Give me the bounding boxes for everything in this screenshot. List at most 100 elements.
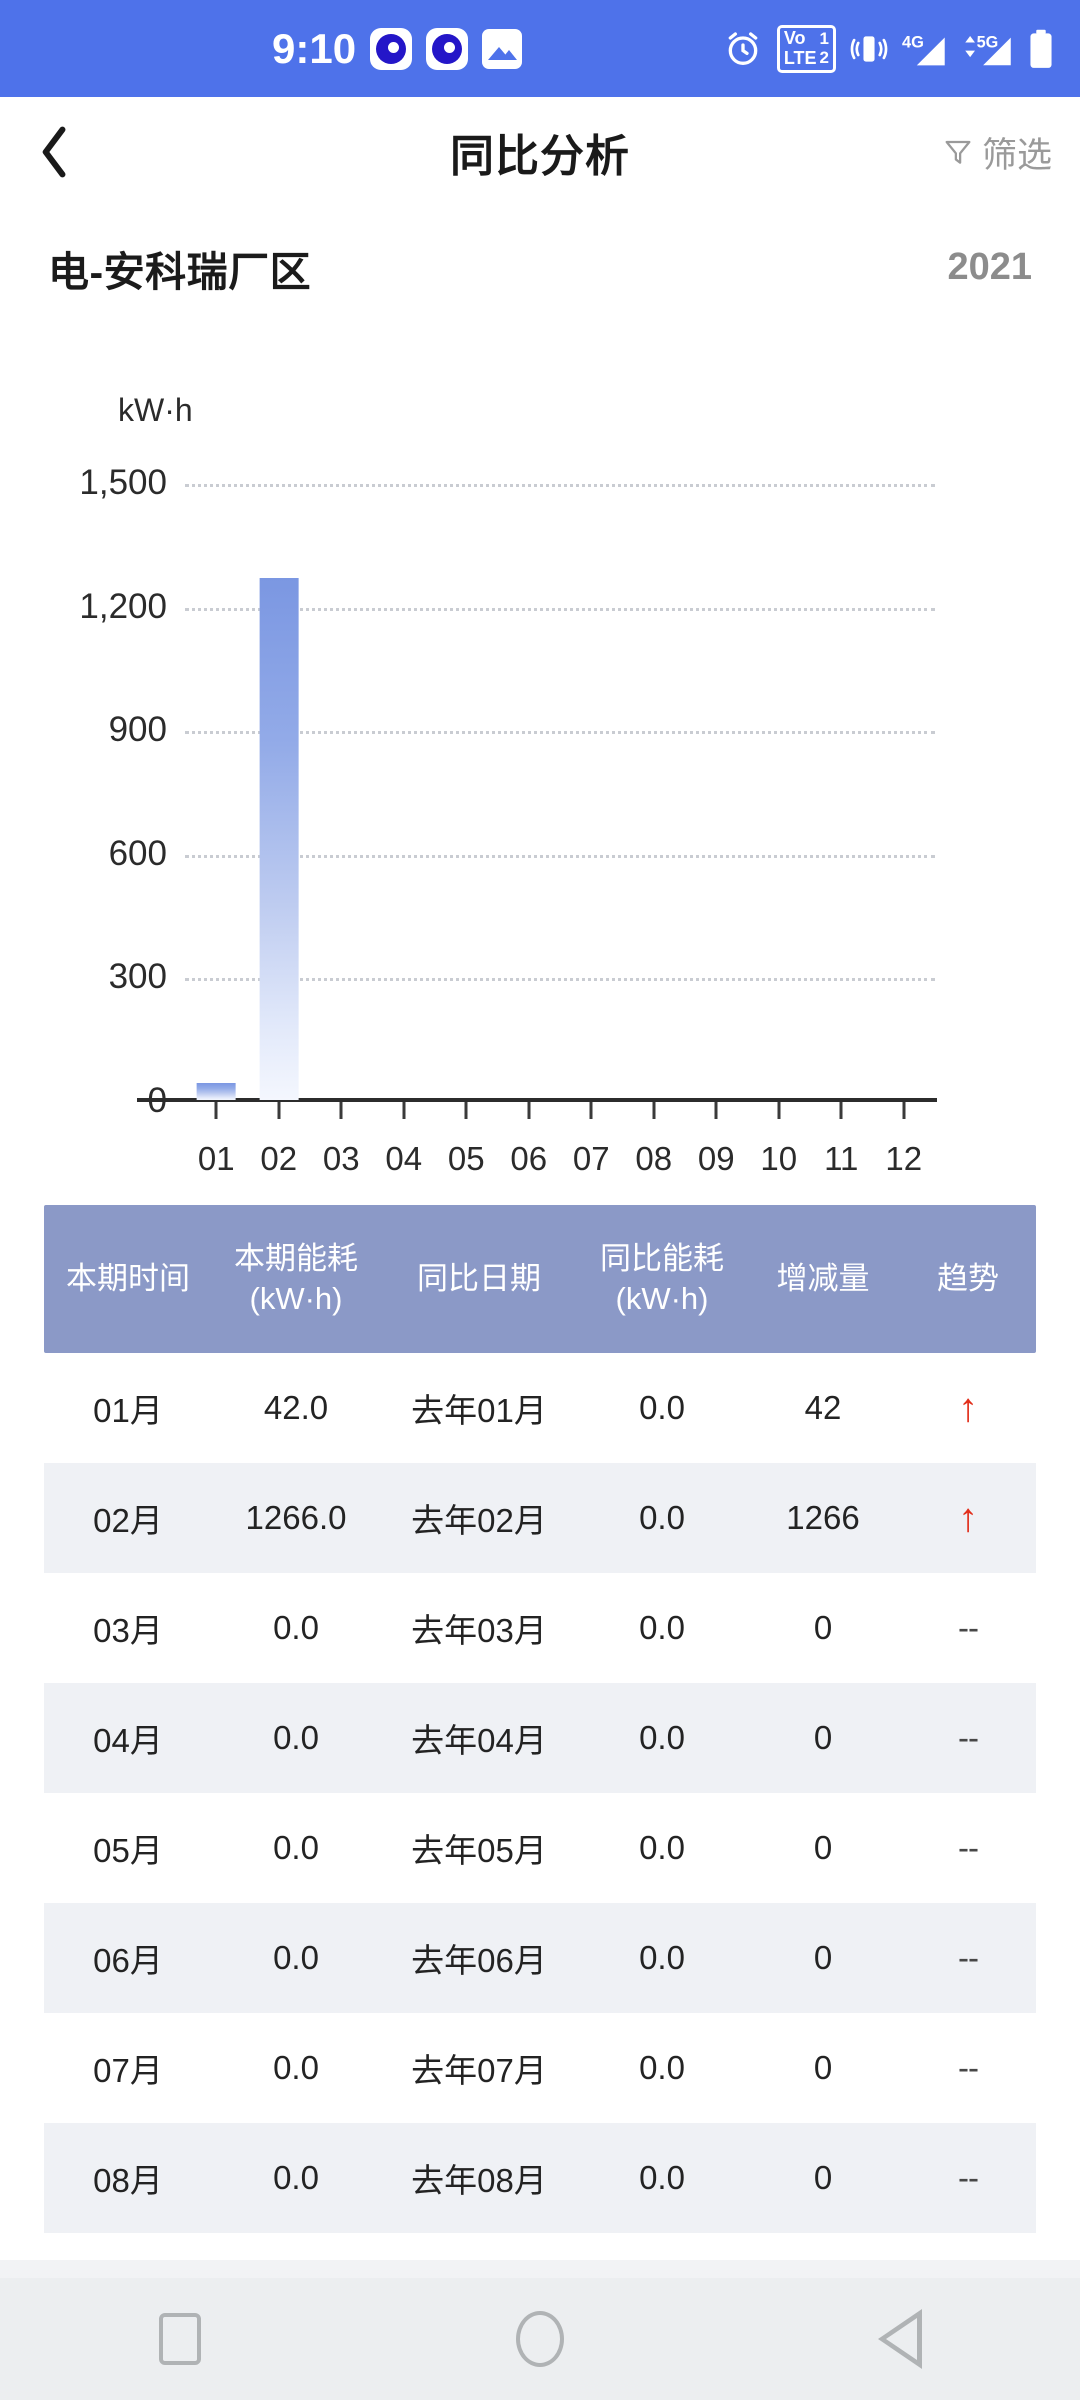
table-header-cell: 同比日期 [380, 1259, 578, 1299]
y-axis-tick-label: 1,200 [79, 586, 167, 626]
table-cell-trend: -- [900, 1939, 1036, 1977]
trend-flat-icon: -- [958, 2159, 979, 2196]
x-axis-tick-label: 06 [510, 1140, 548, 1177]
vibrate-icon [850, 30, 888, 68]
gallery-icon [482, 28, 523, 69]
x-axis-tick [902, 1102, 906, 1119]
table-cell: 0.0 [639, 1499, 685, 1536]
status-bar: 9:10 Vo LTE 1 2 [0, 0, 1080, 97]
table-cell: 02月 [93, 1502, 163, 1539]
table-header-cell-line: 本期能耗 [234, 1241, 358, 1277]
table-row[interactable]: 02月 1266.0 去年02月 0.0 1266 ↑ [44, 1463, 1036, 1573]
table-row[interactable]: 08月 0.0 去年08月 0.0 0 -- [44, 2123, 1036, 2233]
alarm-icon [723, 29, 763, 69]
x-axis-tick-label: 05 [447, 1140, 485, 1177]
grid-line [185, 484, 935, 487]
x-axis-tick [589, 1102, 593, 1119]
table-cell: 0.0 [639, 1609, 685, 1646]
x-axis-tick [464, 1102, 468, 1119]
status-bar-clock: 9:10 [272, 24, 357, 72]
signal-5g-icon: 5G [962, 30, 1014, 68]
status-bar-left: 9:10 [272, 24, 523, 72]
table-row[interactable]: 01月 42.0 去年01月 0.0 42 ↑ [44, 1353, 1036, 1463]
table-cell: 去年01月 [411, 1392, 547, 1429]
table-row[interactable]: 03月 0.0 去年03月 0.0 0 -- [44, 1573, 1036, 1683]
table-row[interactable]: 05月 0.0 去年05月 0.0 0 -- [44, 1793, 1036, 1903]
table-cell: 0.0 [639, 1719, 685, 1756]
table-cell: 0 [813, 2049, 833, 2086]
table-header-row: 本期时间 本期能耗 (kW·h) 同比日期 同比能耗 (kW·h) 增减量 趋势 [44, 1205, 1036, 1353]
table-body: 01月 42.0 去年01月 0.0 42 ↑ 02月 1266.0 去年02月 0.0 1266 ↑… [44, 1353, 1036, 2233]
x-axis-tick-label: 11 [824, 1140, 859, 1177]
table-header-cell-line: 增减量 [776, 1261, 870, 1297]
table-cell: 0.0 [639, 2159, 685, 2196]
status-bar-right: Vo LTE 1 2 [723, 24, 1054, 73]
table-cell: 0.0 [273, 2159, 319, 2196]
app-bar: 同比分析 筛选 [0, 97, 1080, 207]
trend-flat-icon: -- [958, 2049, 979, 2086]
table-cell: 0.0 [639, 1389, 685, 1426]
table-header-cell: 本期时间 [44, 1259, 212, 1299]
signal-4g-icon: 4G [902, 30, 948, 68]
trend-flat-icon: -- [958, 1719, 979, 1756]
table-cell: 0 [813, 1829, 833, 1866]
trend-up-icon: ↑ [958, 1495, 978, 1540]
svg-text:4G: 4G [902, 33, 924, 51]
funnel-icon [945, 140, 971, 164]
table-cell: 0 [813, 1719, 833, 1756]
table-cell: 去年05月 [411, 1832, 547, 1869]
app-circle-icon [370, 27, 413, 70]
back-nav-button[interactable] [810, 2278, 990, 2400]
recents-button[interactable] [90, 2278, 270, 2400]
table-cell: 0.0 [639, 2049, 685, 2086]
trend-flat-icon: -- [958, 1939, 979, 1976]
x-axis-tick-label: 12 [885, 1140, 923, 1177]
table-cell-trend: -- [900, 2159, 1036, 2197]
table-cell-trend: -- [900, 1829, 1036, 1867]
table-row[interactable]: 06月 0.0 去年06月 0.0 0 -- [44, 1903, 1036, 2013]
trend-up-icon: ↑ [958, 1385, 978, 1430]
volte-lte-label: LTE [783, 47, 817, 68]
grid-line [185, 854, 935, 858]
x-axis-tick-label: 01 [197, 1140, 235, 1177]
chart-bar[interactable] [196, 1082, 236, 1100]
table-row[interactable]: 07月 0.0 去年07月 0.0 0 -- [44, 2013, 1036, 2123]
y-axis-tick-label: 900 [108, 710, 167, 750]
filter-button[interactable]: 筛选 [942, 127, 1052, 178]
x-axis-tick-label: 03 [322, 1140, 360, 1177]
y-axis-unit-label: kW·h [118, 392, 193, 428]
table-cell-trend: ↑ [900, 1388, 1036, 1429]
x-axis-tick-label: 04 [385, 1140, 423, 1177]
year-label: 2021 [947, 246, 1032, 288]
x-axis-tick-label: 02 [260, 1140, 298, 1177]
trend-flat-icon: -- [958, 1829, 979, 1866]
table-cell: 去年03月 [411, 1612, 547, 1649]
table-cell: 0 [813, 1609, 833, 1646]
table-header-cell-line: 本期时间 [66, 1261, 190, 1297]
table-cell: 03月 [93, 1612, 163, 1649]
grid-line [185, 731, 935, 735]
chart-bar[interactable] [259, 578, 299, 1100]
grid-line [185, 607, 935, 611]
y-axis-tick-label: 1,500 [79, 463, 167, 503]
home-button[interactable] [450, 2278, 630, 2400]
dataset-title: 电-安科瑞厂区 [48, 248, 312, 295]
x-axis-tick [777, 1102, 781, 1119]
table-cell: 0 [813, 2159, 833, 2196]
table-cell: 06月 [93, 1942, 163, 1979]
x-axis-tick-label: 09 [697, 1140, 735, 1177]
x-axis-tick-label: 10 [760, 1140, 798, 1177]
table-cell: 0.0 [273, 1939, 319, 1976]
table-cell: 0.0 [639, 1939, 685, 1976]
table-row[interactable]: 04月 0.0 去年04月 0.0 0 -- [44, 1683, 1036, 1793]
table-cell: 01月 [93, 1392, 163, 1429]
app-circle-icon [426, 27, 469, 70]
back-button[interactable] [0, 97, 110, 207]
content-bottom-edge [0, 2260, 1080, 2278]
recents-square-icon [159, 2313, 201, 2365]
filter-label: 筛选 [981, 135, 1052, 175]
table-cell: 0.0 [273, 1829, 319, 1866]
table-cell: 0.0 [639, 1829, 685, 1866]
x-axis-tick [339, 1102, 343, 1119]
